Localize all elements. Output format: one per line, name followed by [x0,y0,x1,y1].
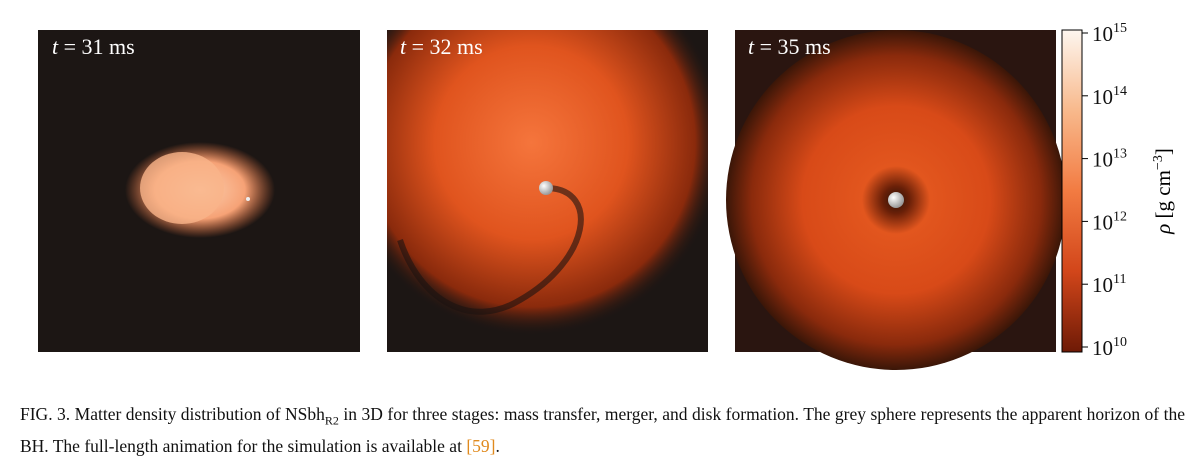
panel-label: t = 32 ms [400,34,483,59]
tick-exponent: 10 [1113,335,1127,350]
colorbar-tick-label: 1015 [1092,21,1127,46]
colorbar-tick-label: 1011 [1092,272,1126,297]
caption-text: in 3D for three stages: mass transfer, m… [20,404,1185,456]
colorbar-tick-label: 1013 [1092,147,1127,172]
tick-exponent: 13 [1113,147,1127,162]
time-variable: t [400,34,407,59]
tick-exponent: 11 [1113,272,1126,287]
panel-2 [387,30,708,352]
caption-text: FIG. 3. Matter density distribution of N… [20,404,325,424]
tick-base: 10 [1092,148,1113,172]
colorbar [1061,29,1083,353]
colorbar-tick-label: 1012 [1092,209,1127,234]
colorbar-tick-label: 1010 [1092,335,1127,360]
time-variable: t [748,34,755,59]
tick-base: 10 [1092,273,1113,297]
panel-label: t = 35 ms [748,34,831,59]
colorbar-tick-label: 1014 [1092,84,1127,109]
time-variable: t [52,34,59,59]
time-value: = 32 ms [412,34,483,59]
reference-link[interactable]: [59] [466,435,496,456]
tick-base: 10 [1092,210,1113,234]
caption-subscript: R2 [324,413,339,428]
time-value: = 35 ms [760,34,831,59]
caption: FIG. 3. Matter density distribution of N… [20,402,1185,459]
tick-exponent: 15 [1113,21,1127,36]
colorbar-label: ρ [g cm−3] [1151,148,1175,235]
tick-base: 10 [1092,336,1113,360]
panel-label: t = 31 ms [52,34,135,59]
panel-1 [38,30,360,352]
time-value: = 31 ms [64,34,135,59]
tick-base: 10 [1092,22,1113,46]
tick-exponent: 12 [1113,209,1127,224]
panel-3 [726,30,1066,370]
tick-base: 10 [1092,85,1113,109]
tick-exponent: 14 [1113,84,1127,99]
figure: t = 31 ms t = 32 ms t = 35 ms 1015101410131… [38,21,1175,370]
caption-text: . [495,435,500,456]
